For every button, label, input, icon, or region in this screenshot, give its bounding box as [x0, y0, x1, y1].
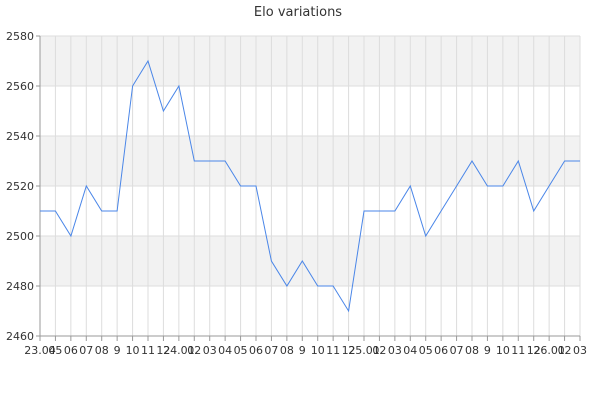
x-tick-label: 06	[434, 344, 448, 357]
x-tick-label: 05	[48, 344, 62, 357]
x-tick-label: 03	[573, 344, 587, 357]
x-tick-label: 11	[511, 344, 525, 357]
x-tick-label: 9	[114, 344, 121, 357]
series-group	[40, 59, 580, 313]
x-tick-label: 07	[79, 344, 93, 357]
y-tick-label: 2540	[6, 130, 34, 143]
x-tick-label: 26.01	[533, 344, 565, 357]
x-tick-label: 08	[95, 344, 109, 357]
x-tick-label: 03	[388, 344, 402, 357]
y-axis-ticks: 2460 2480 2500 2520 2540 2560 2580	[6, 30, 40, 343]
plot-bands	[40, 36, 580, 286]
x-tick-label: 06	[64, 344, 78, 357]
y-tick-label: 2500	[6, 230, 34, 243]
x-tick-label: 11	[141, 344, 155, 357]
x-tick-label: 04	[218, 344, 232, 357]
x-tick-label: 10	[496, 344, 510, 357]
chart-title: Elo variations	[254, 5, 342, 20]
x-tick-label: 07	[450, 344, 464, 357]
plot-band	[40, 236, 580, 286]
x-tick-label: 08	[280, 344, 294, 357]
x-tick-label: 12	[527, 344, 541, 357]
x-tick-label: 07	[264, 344, 278, 357]
x-tick-label: 08	[465, 344, 479, 357]
y-tick-label: 2560	[6, 80, 34, 93]
x-tick-label: 12	[342, 344, 356, 357]
plot-band	[40, 136, 580, 186]
x-tick-label: 11	[326, 344, 340, 357]
x-tick-label: 03	[203, 344, 217, 357]
x-tick-label: 25.01	[348, 344, 380, 357]
x-tick-label: 05	[419, 344, 433, 357]
x-tick-label: 02	[558, 344, 572, 357]
x-tick-label: 10	[126, 344, 140, 357]
elo-series-line	[40, 59, 580, 313]
x-tick-label: 9	[484, 344, 491, 357]
x-tick-label: 10	[311, 344, 325, 357]
y-tick-label: 2460	[6, 330, 34, 343]
x-tick-label: 02	[187, 344, 201, 357]
y-tick-label: 2580	[6, 30, 34, 43]
x-tick-label: 02	[372, 344, 386, 357]
y-tick-label: 2520	[6, 180, 34, 193]
x-tick-label: 05	[234, 344, 248, 357]
plot-band	[40, 36, 580, 86]
x-tick-label: 23.04	[24, 344, 56, 357]
x-tick-label: 24.01	[163, 344, 195, 357]
x-tick-label: 9	[299, 344, 306, 357]
y-tick-label: 2480	[6, 280, 34, 293]
x-tick-label: 06	[249, 344, 263, 357]
x-tick-label: 04	[403, 344, 417, 357]
x-tick-label: 12	[156, 344, 170, 357]
